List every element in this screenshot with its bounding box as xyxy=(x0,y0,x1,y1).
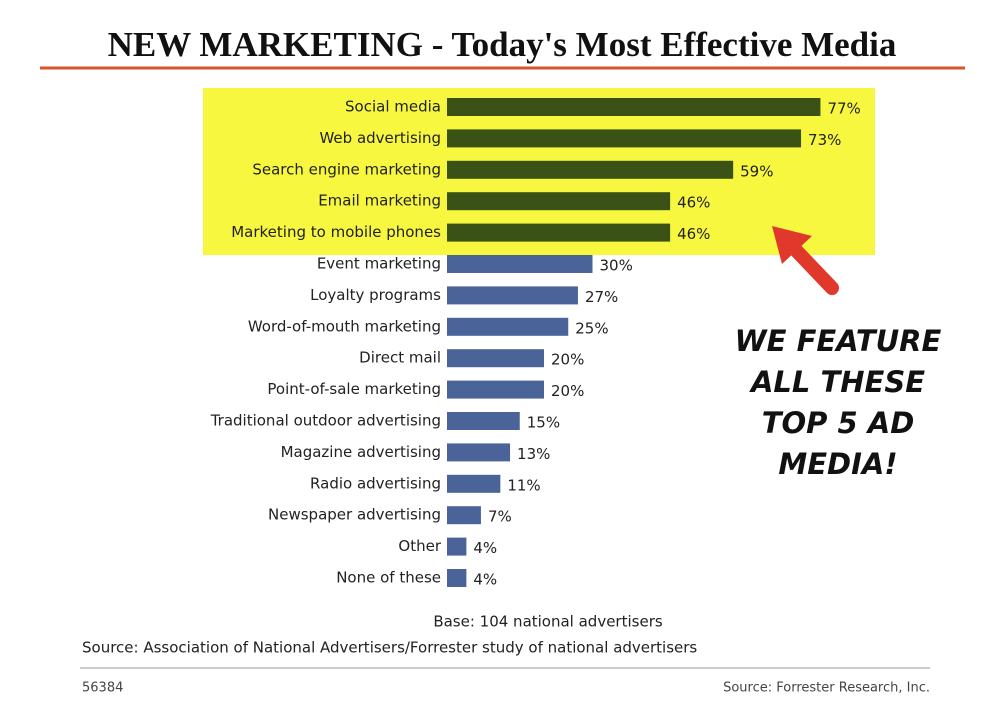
value-label: 15% xyxy=(527,414,560,432)
value-label: 27% xyxy=(585,288,618,306)
bar xyxy=(447,380,544,399)
value-label: 25% xyxy=(575,319,608,337)
bar xyxy=(447,98,821,116)
bar xyxy=(447,255,593,273)
category-label: Point-of-sale marketing xyxy=(267,380,441,398)
bar xyxy=(447,223,671,242)
category-label: Direct mail xyxy=(359,349,441,367)
value-label: 4% xyxy=(473,539,497,557)
value-label: 13% xyxy=(517,445,550,463)
arrow xyxy=(772,226,839,295)
study-source: Source: Association of National Advertis… xyxy=(82,639,697,657)
category-label: None of these xyxy=(336,569,441,587)
category-label: Other xyxy=(398,537,441,555)
annotation-line: MEDIA! xyxy=(778,447,897,481)
category-label: Web advertising xyxy=(319,129,441,147)
category-label: Radio advertising xyxy=(310,474,441,492)
annotation-line: TOP 5 AD xyxy=(762,406,915,440)
value-label: 77% xyxy=(827,100,860,118)
base-note: Base: 104 national advertisers xyxy=(433,613,663,631)
value-label: 11% xyxy=(507,476,540,494)
bar xyxy=(447,317,569,336)
value-label: 7% xyxy=(488,508,512,526)
source: Source: Forrester Research, Inc. xyxy=(723,681,930,696)
value-label: 4% xyxy=(473,571,497,589)
category-label: Email marketing xyxy=(318,192,441,210)
annotation: WE FEATURE ALL THESE TOP 5 AD MEDIA! xyxy=(735,324,942,481)
bar xyxy=(447,349,544,368)
category-label: Newspaper advertising xyxy=(268,506,441,524)
bar xyxy=(447,160,734,179)
chart-title: NEW MARKETING - Today's Most Effective M… xyxy=(108,25,897,64)
category-label: Event marketing xyxy=(317,255,441,273)
bar xyxy=(447,412,520,430)
bar xyxy=(447,537,467,556)
value-label: 73% xyxy=(808,131,841,149)
value-label: 20% xyxy=(551,351,584,369)
category-label: Traditional outdoor advertising xyxy=(210,412,441,430)
bar xyxy=(447,474,501,493)
category-label: Magazine advertising xyxy=(281,443,441,461)
bar xyxy=(447,192,671,211)
category-label: Marketing to mobile phones xyxy=(231,223,441,241)
category-label: Social media xyxy=(345,98,441,116)
bar xyxy=(447,443,511,462)
figure-id: 56384 xyxy=(82,681,123,696)
annotation-line: ALL THESE xyxy=(749,365,925,399)
value-label: 20% xyxy=(551,382,584,400)
bar xyxy=(447,129,802,148)
value-label: 46% xyxy=(677,194,710,212)
bar xyxy=(447,506,481,525)
value-label: 46% xyxy=(677,225,710,243)
category-label: Search engine marketing xyxy=(252,160,441,178)
value-label: 30% xyxy=(600,257,633,275)
annotation-line: WE FEATURE xyxy=(735,324,942,358)
category-label: Word-of-mouth marketing xyxy=(248,317,441,335)
bar xyxy=(447,286,578,305)
value-label: 59% xyxy=(740,162,773,180)
bar xyxy=(447,569,467,587)
category-label: Loyalty programs xyxy=(310,286,441,304)
